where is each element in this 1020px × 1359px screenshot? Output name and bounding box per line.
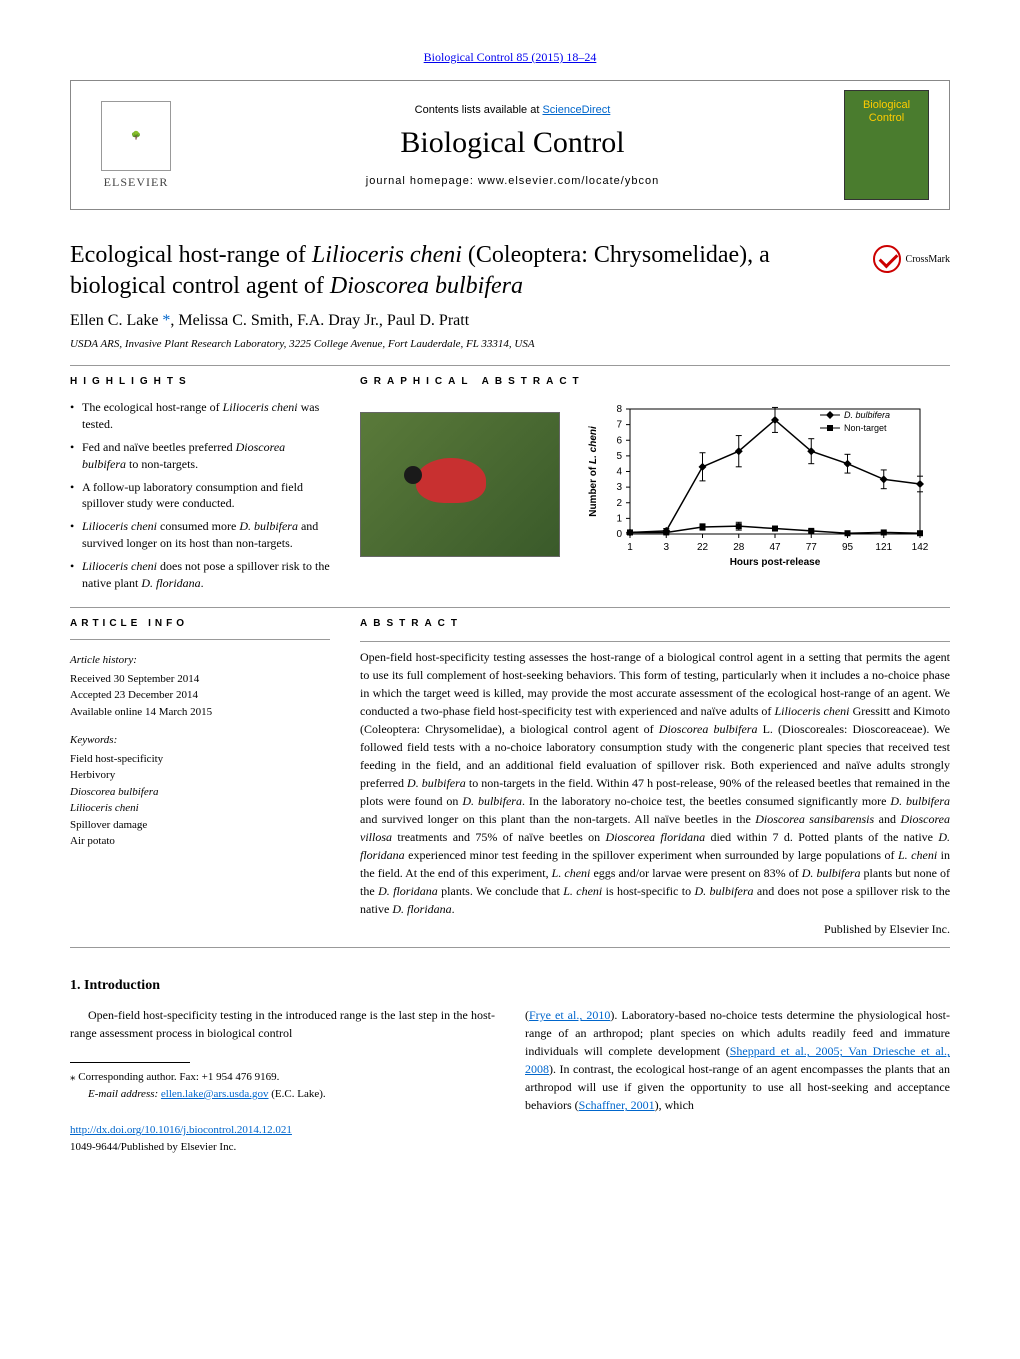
keyword: Spillover damage [70, 817, 330, 834]
highlights-label: HIGHLIGHTS [70, 376, 330, 387]
svg-text:8: 8 [616, 404, 622, 415]
keyword: Air potato [70, 833, 330, 850]
svg-text:Hours post-release: Hours post-release [730, 557, 821, 568]
svg-text:95: 95 [842, 542, 854, 553]
highlights-list: The ecological host-range of Lilioceris … [70, 399, 330, 591]
svg-text:1: 1 [616, 514, 622, 525]
graphical-abstract-label: GRAPHICAL ABSTRACT [360, 376, 950, 387]
crossmark-badge[interactable]: CrossMark [873, 245, 950, 273]
corresponding-author-note: ⁎ Corresponding author. Fax: +1 954 476 … [70, 1069, 495, 1086]
homepage-line: journal homepage: www.elsevier.com/locat… [181, 175, 844, 187]
svg-text:0: 0 [616, 529, 622, 540]
svg-text:22: 22 [697, 542, 709, 553]
svg-text:28: 28 [733, 542, 745, 553]
article-info: Article history: Received 30 September 2… [70, 652, 330, 850]
doi-link[interactable]: http://dx.doi.org/10.1016/j.biocontrol.2… [70, 1124, 292, 1136]
journal-cover-thumbnail[interactable]: BiologicalControl [844, 90, 929, 200]
highlight-item: The ecological host-range of Lilioceris … [70, 399, 330, 433]
svg-text:7: 7 [616, 420, 622, 431]
homepage-url[interactable]: www.elsevier.com/locate/ybcon [478, 175, 659, 187]
sciencedirect-line: Contents lists available at ScienceDirec… [181, 104, 844, 116]
crossmark-icon [873, 245, 901, 273]
svg-text:6: 6 [616, 436, 622, 447]
intro-para-2: (Frye et al., 2010). Laboratory-based no… [525, 1006, 950, 1155]
published-by: Published by Elsevier Inc. [360, 922, 950, 937]
intro-para-1: Open-field host-specificity testing in t… [70, 1006, 495, 1042]
elsevier-tree-icon: 🌳 [101, 101, 171, 171]
line-chart: 012345678132228477795121142Number of L. … [580, 399, 930, 569]
author-email-link[interactable]: ellen.lake@ars.usda.gov [161, 1088, 269, 1100]
journal-name: Biological Control [181, 126, 844, 160]
keyword: Herbivory [70, 767, 330, 784]
svg-text:3: 3 [616, 483, 622, 494]
keyword: Field host-specificity [70, 751, 330, 768]
journal-ref-link[interactable]: Biological Control 85 (2015) 18–24 [70, 50, 950, 65]
article-info-label: ARTICLE INFO [70, 618, 330, 629]
highlight-item: A follow-up laboratory consumption and f… [70, 479, 330, 513]
abstract-label: ABSTRACT [360, 618, 950, 629]
affiliation: USDA ARS, Invasive Plant Research Labora… [70, 338, 950, 350]
svg-text:4: 4 [616, 467, 622, 478]
keyword: Lilioceris cheni [70, 800, 330, 817]
svg-text:2: 2 [616, 498, 622, 509]
beetle-photo [360, 412, 560, 557]
elsevier-logo[interactable]: 🌳 ELSEVIER [91, 95, 181, 195]
authors: Ellen C. Lake *, Melissa C. Smith, F.A. … [70, 312, 950, 330]
svg-text:1: 1 [627, 542, 633, 553]
keyword: Dioscorea bulbifera [70, 784, 330, 801]
svg-text:D. bulbifera: D. bulbifera [844, 410, 890, 420]
email-line: E-mail address: ellen.lake@ars.usda.gov … [70, 1086, 495, 1103]
svg-text:47: 47 [769, 542, 781, 553]
highlight-item: Lilioceris cheni consumed more D. bulbif… [70, 518, 330, 552]
issn-line: 1049-9644/Published by Elsevier Inc. [70, 1141, 236, 1153]
abstract-text: Open-field host-specificity testing asse… [360, 648, 950, 918]
svg-text:3: 3 [663, 542, 669, 553]
svg-text:77: 77 [806, 542, 818, 553]
svg-text:Non-target: Non-target [844, 423, 887, 433]
graphical-abstract: 012345678132228477795121142Number of L. … [360, 399, 950, 569]
sciencedirect-link[interactable]: ScienceDirect [542, 104, 610, 116]
journal-header: 🌳 ELSEVIER Contents lists available at S… [70, 80, 950, 210]
svg-text:142: 142 [912, 542, 929, 553]
publisher-name: ELSEVIER [104, 175, 169, 190]
highlight-item: Lilioceris cheni does not pose a spillov… [70, 558, 330, 592]
svg-text:Number of L. cheni: Number of L. cheni [588, 426, 599, 517]
highlight-item: Fed and naïve beetles preferred Dioscore… [70, 439, 330, 473]
intro-heading: 1. Introduction [70, 978, 950, 994]
svg-text:5: 5 [616, 451, 622, 462]
article-title: Ecological host-range of Lilioceris chen… [70, 240, 853, 302]
svg-text:121: 121 [875, 542, 892, 553]
